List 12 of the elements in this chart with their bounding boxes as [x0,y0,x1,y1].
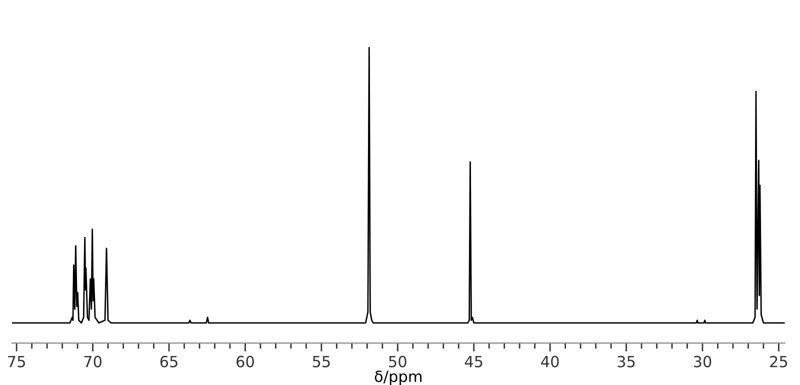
x-tick-label: 30 [694,356,712,368]
x-tick-label: 25 [770,356,788,368]
x-tick-label: 75 [8,356,25,368]
x-axis-title: δ/ppm [374,370,422,385]
x-tick-label: 45 [464,356,482,368]
x-tick-label: 65 [160,356,178,368]
x-tick-label: 50 [389,356,406,368]
x-tick-label: 35 [618,356,635,368]
x-tick-label: 60 [236,356,254,368]
x-tick-label: 70 [84,356,102,368]
x-tick-label: 55 [312,356,330,368]
x-tick-label: 40 [541,356,559,368]
